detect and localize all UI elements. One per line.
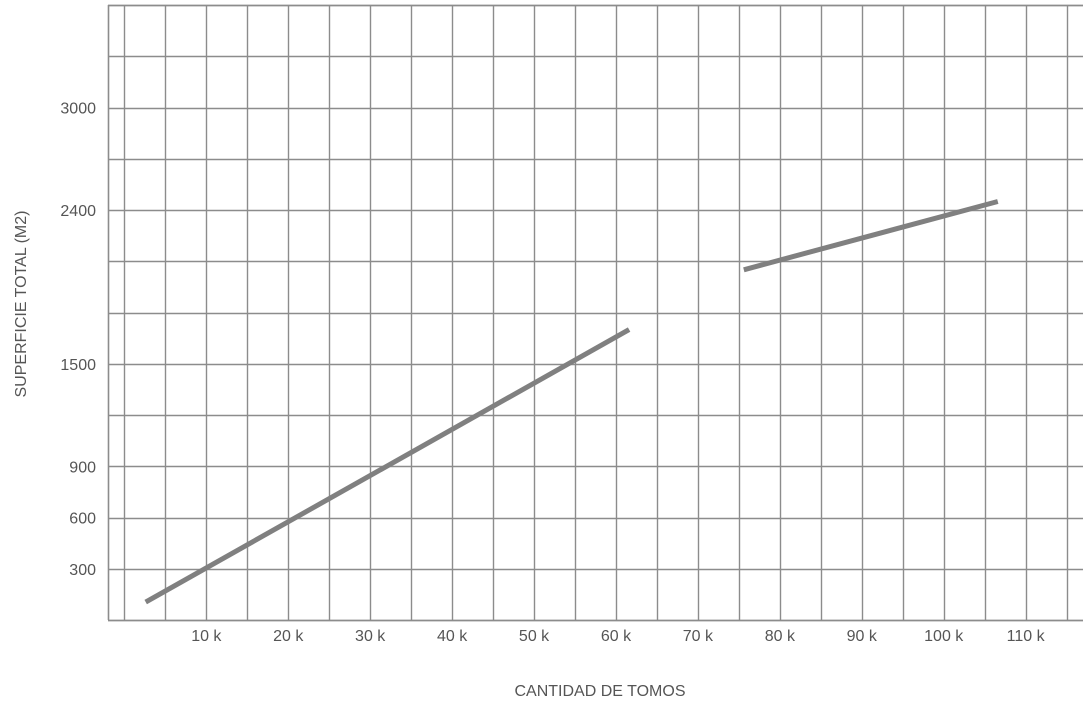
series-group [144,199,999,605]
x-tick-label: 70 k [683,628,714,645]
y-tick-label: 900 [69,459,96,476]
y-tick-label: 3000 [60,101,96,118]
x-tick-label: 50 k [519,628,550,645]
y-tick-label: 1500 [60,357,96,374]
grid [107,4,1083,622]
series-line-1 [144,327,631,605]
x-tick-label: 90 k [847,628,878,645]
x-tick-label: 60 k [601,628,632,645]
series-line-2 [743,199,999,273]
x-tick-label: 100 k [924,628,964,645]
y-tick-label: 300 [69,562,96,579]
y-tick-label: 600 [69,511,96,528]
x-tick-labels: 10 k 20 k 30 k 40 k 50 k 60 k 70 k 80 k 90 k 100 … [191,628,1045,645]
x-axis-label: CANTIDAD DE TOMOS [515,683,686,700]
x-tick-label: 40 k [437,628,468,645]
x-tick-label: 30 k [355,628,386,645]
x-tick-label: 110 k [1007,628,1046,645]
y-axis-label: SUPERFICIE TOTAL (M2) [13,211,30,398]
x-tick-label: 10 k [191,628,222,645]
x-tick-label: 20 k [273,628,304,645]
x-tick-label: 80 k [765,628,796,645]
y-tick-label: 2400 [60,203,96,220]
y-tick-labels: 300 600 900 1500 2400 3000 [60,101,96,579]
